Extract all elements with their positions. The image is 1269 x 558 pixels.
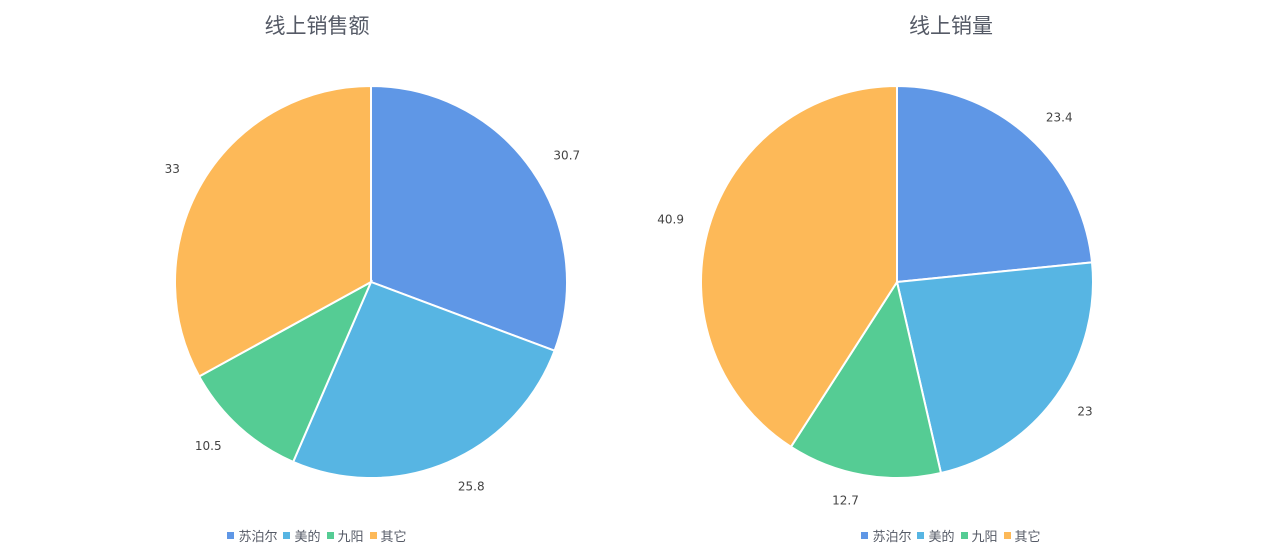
legend-label: 其它 — [380, 530, 407, 545]
legend-label: 苏泊尔 — [872, 530, 912, 545]
legend-swatch-joyoung — [326, 532, 334, 539]
pie-chart-svg: 23.4 23 12.7 40.9 — [657, 84, 1094, 508]
data-label-supor: 30.7 — [553, 148, 580, 162]
chart-title: 线上销售额 — [264, 14, 370, 38]
slice-joyoung[interactable] — [789, 279, 943, 479]
data-label-other: 33 — [165, 162, 180, 176]
legend-swatch-joyoung — [960, 532, 968, 539]
legend-item-midea[interactable]: 美的 — [917, 526, 955, 545]
chart-title: 线上销量 — [909, 14, 993, 38]
legend-label: 美的 — [294, 530, 321, 545]
legend-label: 九阳 — [337, 530, 364, 545]
legend-swatch-midea — [917, 532, 925, 539]
legend-item-midea[interactable]: 美的 — [283, 526, 321, 545]
slice-supor[interactable] — [896, 84, 1094, 284]
slice-other[interactable] — [700, 84, 898, 449]
legend-swatch-other — [1003, 532, 1011, 539]
legend-item-other[interactable]: 其它 — [1003, 526, 1041, 545]
slice-supor[interactable] — [370, 84, 568, 352]
legend: 苏泊尔 美的 九阳 其它 — [0, 526, 634, 545]
legend-item-other[interactable]: 其它 — [369, 526, 407, 545]
legend-swatch-midea — [283, 532, 291, 539]
slice-midea[interactable] — [291, 280, 556, 479]
data-label-other: 40.9 — [657, 212, 684, 226]
legend-item-supor[interactable]: 苏泊尔 — [861, 526, 911, 545]
chart-sales-volume: 线上销量 23.4 23 12.7 40.9 苏泊尔 美的 九阳 其它 — [634, 0, 1268, 558]
slice-joyoung[interactable] — [197, 279, 374, 464]
legend-label: 其它 — [1014, 530, 1041, 545]
pie-chart-svg: 30.7 25.8 10.5 33 — [165, 84, 580, 493]
slice-other[interactable] — [174, 84, 372, 378]
legend-item-joyoung[interactable]: 九阳 — [960, 526, 998, 545]
legend-label: 九阳 — [971, 530, 998, 545]
data-label-midea: 25.8 — [458, 479, 485, 493]
legend-item-supor[interactable]: 苏泊尔 — [227, 526, 277, 545]
data-label-joyoung: 10.5 — [195, 439, 222, 453]
data-label-midea: 23 — [1077, 404, 1092, 418]
data-label-supor: 23.4 — [1046, 110, 1073, 124]
legend-item-joyoung[interactable]: 九阳 — [326, 526, 364, 545]
legend-swatch-other — [369, 532, 377, 539]
legend-label: 苏泊尔 — [238, 530, 278, 545]
legend: 苏泊尔 美的 九阳 其它 — [634, 526, 1268, 545]
chart-sales-amount: 线上销售额 30.7 25.8 10.5 33 苏泊尔 美的 九阳 其它 — [0, 0, 634, 558]
slice-midea[interactable] — [895, 261, 1094, 475]
legend-label: 美的 — [928, 530, 955, 545]
data-label-joyoung: 12.7 — [832, 494, 859, 508]
legend-swatch-supor — [227, 532, 235, 539]
legend-swatch-supor — [861, 532, 869, 539]
